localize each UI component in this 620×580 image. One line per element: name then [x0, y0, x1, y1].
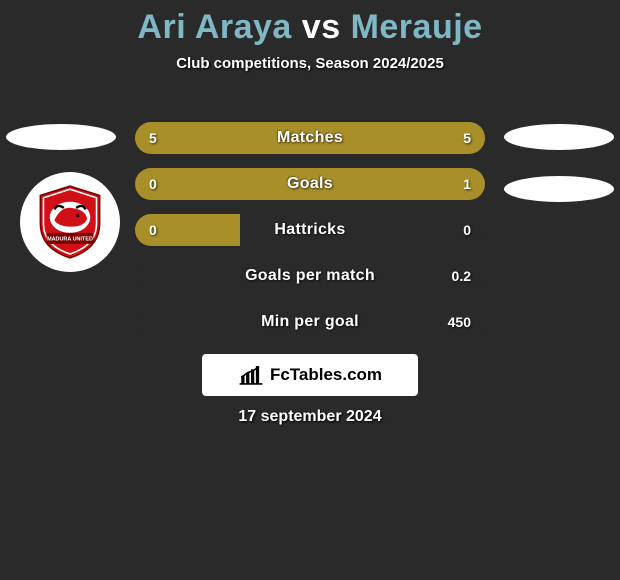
stat-row: Goals per match0.2: [135, 260, 485, 292]
brand-pill: FcTables.com: [202, 354, 418, 396]
stat-label: Goals per match: [135, 260, 485, 292]
date-line: 17 september 2024: [0, 408, 620, 426]
stat-label: Min per goal: [135, 306, 485, 338]
stats-rows: Matches55Goals01Hattricks00Goals per mat…: [135, 122, 485, 352]
stat-value-left: 5: [149, 122, 157, 154]
title-player-a: Ari Araya: [137, 8, 291, 46]
stat-value-right: 450: [448, 306, 471, 338]
stat-row: Matches5 5: [135, 122, 485, 154]
title-vs: vs: [302, 8, 341, 46]
decor-ellipse: [504, 176, 614, 202]
club-crest: MADURA UNITED: [20, 172, 120, 272]
decor-ellipse: [6, 124, 116, 150]
stat-value-right: 0: [463, 214, 471, 246]
stat-row: Min per goal450: [135, 306, 485, 338]
stat-value-right: 5: [463, 122, 471, 154]
stat-row: Goals0 1: [135, 168, 485, 200]
stat-value-left: 0: [149, 168, 157, 200]
svg-text:MADURA UNITED: MADURA UNITED: [47, 237, 93, 243]
stat-label: Hattricks: [135, 214, 485, 246]
crest-icon: MADURA UNITED: [31, 183, 109, 261]
stat-value-right: 1: [463, 168, 471, 200]
stat-row: Hattricks0 0: [135, 214, 485, 246]
subtitle: Club competitions, Season 2024/2025: [0, 55, 620, 72]
decor-ellipse: [504, 124, 614, 150]
title-player-b: Merauje: [351, 8, 483, 46]
stat-label: Matches: [135, 122, 485, 154]
stat-value-left: 0: [149, 214, 157, 246]
bar-chart-icon: [238, 364, 264, 386]
stat-value-right: 0.2: [452, 260, 471, 292]
page-title: Ari Araya vs Merauje: [0, 0, 620, 47]
brand-text: FcTables.com: [270, 365, 382, 385]
stat-label: Goals: [135, 168, 485, 200]
